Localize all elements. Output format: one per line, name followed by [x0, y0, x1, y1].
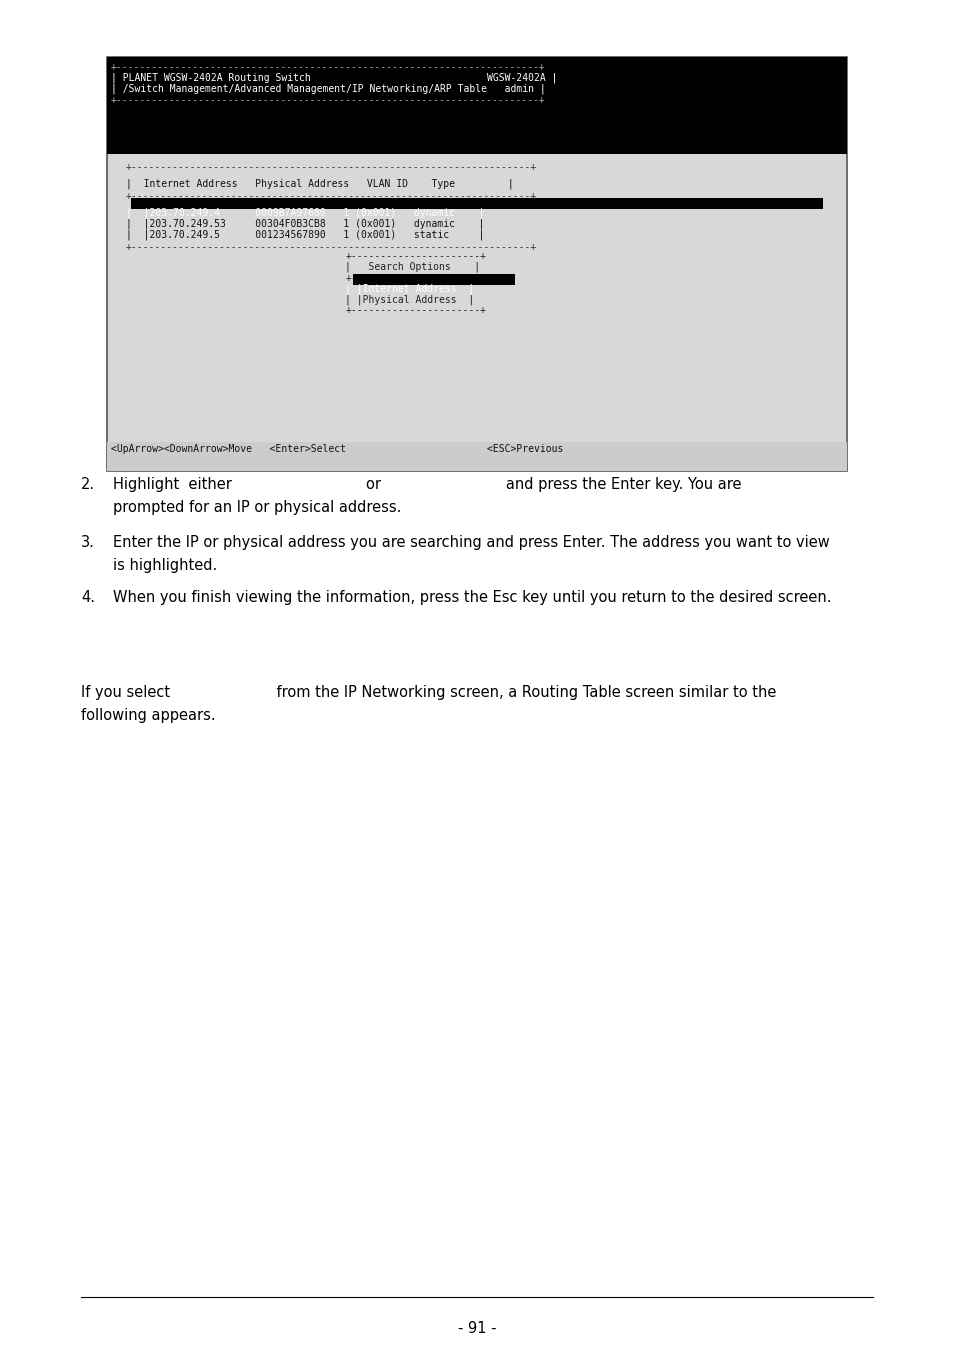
- Text: 4.: 4.: [81, 590, 95, 605]
- Text: - 91 -: - 91 -: [457, 1321, 496, 1336]
- FancyBboxPatch shape: [107, 442, 846, 471]
- Text: +--------------------------------------------------------------------+: +---------------------------------------…: [126, 192, 537, 201]
- Text: +------------------------------------------------------------------------+: +---------------------------------------…: [111, 95, 545, 104]
- Text: |  Internet Address   Physical Address   VLAN ID    Type         |: | Internet Address Physical Address VLAN…: [126, 178, 513, 189]
- FancyBboxPatch shape: [353, 274, 515, 285]
- Text: Highlight  either                             or                           and p: Highlight either or and p: [112, 477, 740, 492]
- Text: If you select                       from the IP Networking screen, a Routing Tab: If you select from the IP Networking scr…: [81, 685, 776, 700]
- Text: +------------------------------------------------------------------------+: +---------------------------------------…: [111, 62, 545, 72]
- FancyBboxPatch shape: [107, 57, 846, 471]
- FancyBboxPatch shape: [131, 199, 822, 209]
- Text: | |Internet Address  |: | |Internet Address |: [345, 284, 474, 295]
- Text: +--------------------------------------------------------------------+: +---------------------------------------…: [126, 242, 537, 253]
- Text: |   Search Options    |: | Search Options |: [345, 262, 480, 273]
- Text: |  |203.70.249.4      0009B7A97680   1 (0x001)   dynamic    |: | |203.70.249.4 0009B7A97680 1 (0x001) d…: [126, 208, 484, 219]
- Text: prompted for an IP or physical address.: prompted for an IP or physical address.: [112, 500, 400, 515]
- Text: | |Physical Address  |: | |Physical Address |: [345, 295, 474, 305]
- Text: 3.: 3.: [81, 535, 95, 550]
- Text: |  |203.70.249.5      001234567890   1 (0x001)   static     |: | |203.70.249.5 001234567890 1 (0x001) s…: [126, 230, 484, 240]
- Text: | /Switch Management/Advanced Management/IP Networking/ARP Table   admin |: | /Switch Management/Advanced Management…: [111, 84, 545, 95]
- Text: 2.: 2.: [81, 477, 95, 492]
- Text: When you finish viewing the information, press the Esc key until you return to t: When you finish viewing the information,…: [112, 590, 830, 605]
- FancyBboxPatch shape: [107, 57, 846, 154]
- Text: |  |203.70.249.53     00304F0B3CB8   1 (0x001)   dynamic    |: | |203.70.249.53 00304F0B3CB8 1 (0x001) …: [126, 219, 484, 230]
- Text: +----------------------+: +----------------------+: [345, 273, 486, 282]
- Text: +----------------------+: +----------------------+: [345, 305, 486, 315]
- Text: | PLANET WGSW-2402A Routing Switch                              WGSW-2402A |: | PLANET WGSW-2402A Routing Switch WGSW-…: [111, 73, 557, 84]
- Text: <UpArrow><DownArrow>Move   <Enter>Select                        <ESC>Previous: <UpArrow><DownArrow>Move <Enter>Select <…: [111, 444, 562, 454]
- Text: Enter the IP or physical address you are searching and press Enter. The address : Enter the IP or physical address you are…: [112, 535, 828, 550]
- Text: following appears.: following appears.: [81, 708, 215, 723]
- Text: +--------------------------------------------------------------------+: +---------------------------------------…: [126, 162, 537, 172]
- Text: +----------------------+: +----------------------+: [345, 251, 486, 261]
- Text: is highlighted.: is highlighted.: [112, 558, 216, 573]
